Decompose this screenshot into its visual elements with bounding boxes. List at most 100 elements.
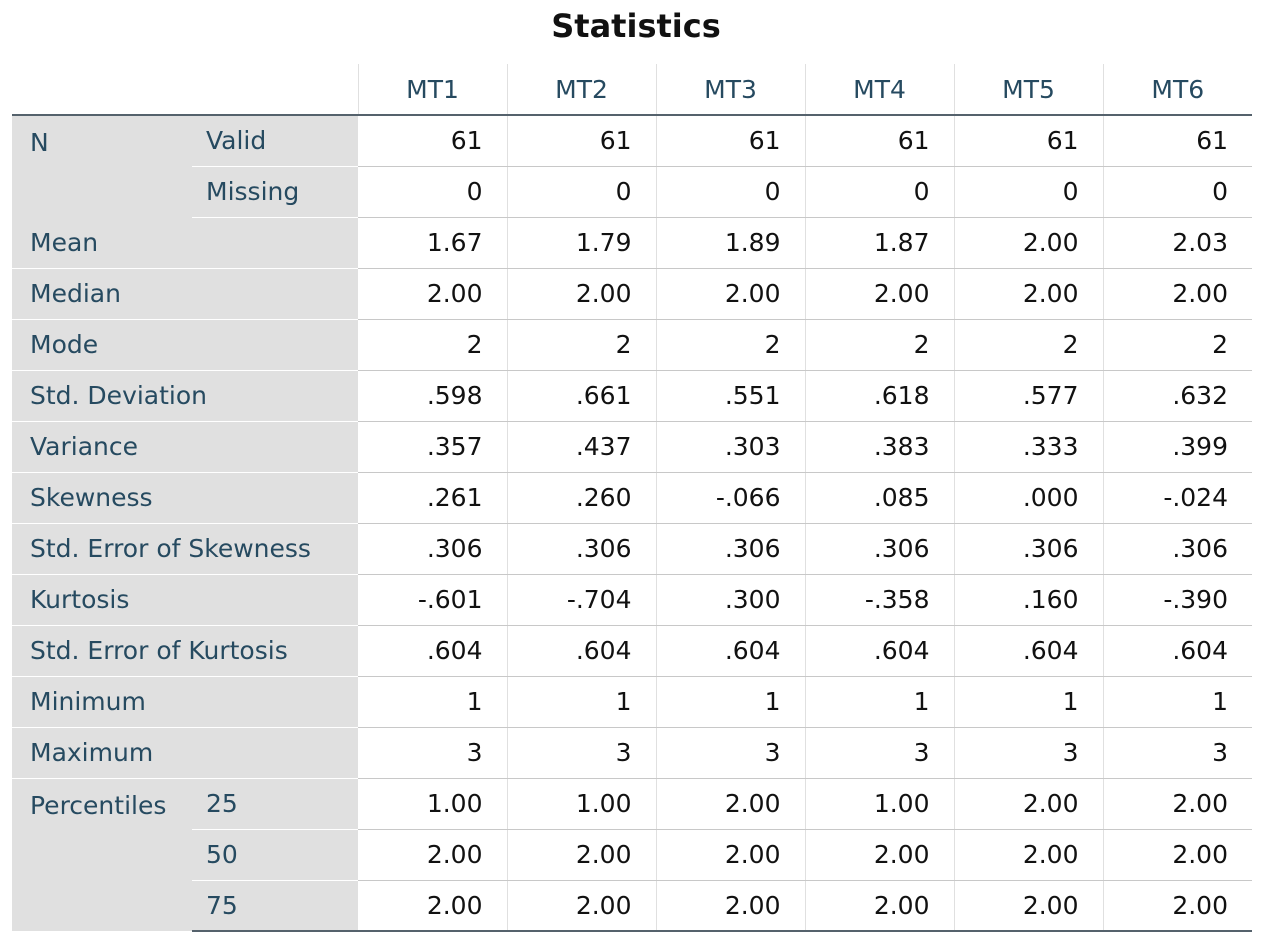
table-cell: 2.00	[804, 268, 954, 320]
table-row: Minimum 1 1 1 1 1 1	[12, 676, 1252, 728]
table-cell: 1.79	[506, 217, 656, 269]
table-row: Mode 2 2 2 2 2 2	[12, 319, 1252, 371]
table-cell: .598	[358, 370, 507, 422]
table-cell: 2.00	[953, 217, 1103, 269]
table-cell: 2.00	[953, 778, 1103, 830]
table-cell: 2.00	[1102, 829, 1252, 881]
table-cell: 2.00	[953, 829, 1103, 881]
table-cell: -.390	[1102, 574, 1252, 626]
table-cell: 2.00	[358, 829, 507, 881]
table-cell: .604	[655, 625, 805, 677]
table-cell: -.358	[804, 574, 954, 626]
table-cell: 61	[804, 115, 954, 167]
header-corner	[12, 64, 358, 116]
table-cell: .000	[953, 472, 1103, 524]
table-cell: 3	[804, 727, 954, 779]
table-cell: 1	[506, 676, 656, 728]
table-cell: 2.00	[358, 880, 507, 932]
table-cell: 2.00	[655, 778, 805, 830]
table-cell: -.601	[358, 574, 507, 626]
table-cell: 2.00	[358, 268, 507, 320]
row-label: Std. Deviation	[12, 370, 358, 422]
table-title: Statistics	[551, 7, 721, 45]
table-cell: .357	[358, 421, 507, 473]
table-cell: 2	[953, 319, 1103, 371]
table-cell: 2.00	[1102, 778, 1252, 830]
table-cell: 0	[655, 166, 805, 218]
table-cell: -.024	[1102, 472, 1252, 524]
table-row: Median 2.00 2.00 2.00 2.00 2.00 2.00	[12, 268, 1252, 320]
table-cell: 0	[358, 166, 507, 218]
column-header-mt4: MT4	[804, 64, 954, 116]
row-label: Std. Error of Skewness	[12, 523, 358, 575]
table-cell: .437	[506, 421, 656, 473]
row-label: Variance	[12, 421, 358, 473]
table-cell: 3	[506, 727, 656, 779]
table-cell: 0	[1102, 166, 1252, 218]
row-label: 25	[192, 778, 358, 830]
column-header-mt2: MT2	[506, 64, 656, 116]
table-row: N Valid 61 61 61 61 61 61	[12, 115, 1252, 217]
table-cell: -.704	[506, 574, 656, 626]
table-cell: .604	[358, 625, 507, 677]
table-row: Maximum 3 3 3 3 3 3	[12, 727, 1252, 779]
row-label: Skewness	[12, 472, 358, 524]
table-cell: .160	[953, 574, 1103, 626]
header-row: MT1 MT2 MT3 MT4 MT5 MT6	[12, 64, 1252, 116]
table-cell: 1.00	[506, 778, 656, 830]
row-label: Missing	[192, 166, 358, 218]
table-cell: .306	[953, 523, 1103, 575]
table-cell: .577	[953, 370, 1103, 422]
table-cell: .618	[804, 370, 954, 422]
row-label: Maximum	[12, 727, 358, 779]
column-header-mt5: MT5	[953, 64, 1103, 116]
table-cell: 1	[953, 676, 1103, 728]
row-label: Kurtosis	[12, 574, 358, 626]
table-cell: 2.00	[506, 268, 656, 320]
table-cell: 2.03	[1102, 217, 1252, 269]
row-label: Mode	[12, 319, 358, 371]
table-cell: .551	[655, 370, 805, 422]
table-cell: 2	[804, 319, 954, 371]
column-header-mt1: MT1	[357, 64, 507, 116]
table-row: Kurtosis -.601 -.704 .300 -.358 .160 -.3…	[12, 574, 1252, 626]
table-row: Percentiles 25 1.00 1.00 2.00 1.00 2.00 …	[12, 778, 1252, 931]
table-cell: 1.00	[804, 778, 954, 830]
table-cell: .303	[655, 421, 805, 473]
table-row: Std. Deviation .598 .661 .551 .618 .577 …	[12, 370, 1252, 422]
table-cell: 61	[1102, 115, 1252, 167]
table-row: Std. Error of Skewness .306 .306 .306 .3…	[12, 523, 1252, 575]
table-cell: 1	[804, 676, 954, 728]
table-cell: 1.89	[655, 217, 805, 269]
table-cell: 2	[1102, 319, 1252, 371]
table-cell: .306	[655, 523, 805, 575]
table-cell: 61	[358, 115, 507, 167]
table-cell: 3	[1102, 727, 1252, 779]
table-cell: 0	[953, 166, 1103, 218]
table-cell: 1.00	[358, 778, 507, 830]
table-cell: 2.00	[655, 829, 805, 881]
table-cell: .261	[358, 472, 507, 524]
table-cell: 1	[358, 676, 507, 728]
table-cell: 2.00	[655, 880, 805, 932]
column-header-mt6: MT6	[1102, 64, 1252, 116]
table-cell: 3	[655, 727, 805, 779]
row-label: Valid	[192, 115, 358, 167]
table-cell: 2.00	[506, 829, 656, 881]
table-row: 75 2.00 2.00 2.00 2.00 2.00 2.00	[12, 880, 1252, 932]
table-cell: .300	[655, 574, 805, 626]
table-cell: 61	[953, 115, 1103, 167]
table-cell: .632	[1102, 370, 1252, 422]
table-cell: 1.67	[358, 217, 507, 269]
row-label: Std. Error of Kurtosis	[12, 625, 358, 677]
table-cell: 0	[506, 166, 656, 218]
row-label: Minimum	[12, 676, 358, 728]
table-cell: .260	[506, 472, 656, 524]
table-row: Mean 1.67 1.79 1.89 1.87 2.00 2.03	[12, 217, 1252, 269]
table-cell: 2.00	[506, 880, 656, 932]
table-cell: .085	[804, 472, 954, 524]
table-cell: 2.00	[804, 880, 954, 932]
statistics-table: MT1 MT2 MT3 MT4 MT5 MT6 N Valid 61 61 61…	[12, 64, 1252, 932]
table-cell: .383	[804, 421, 954, 473]
row-label: 50	[192, 829, 358, 881]
